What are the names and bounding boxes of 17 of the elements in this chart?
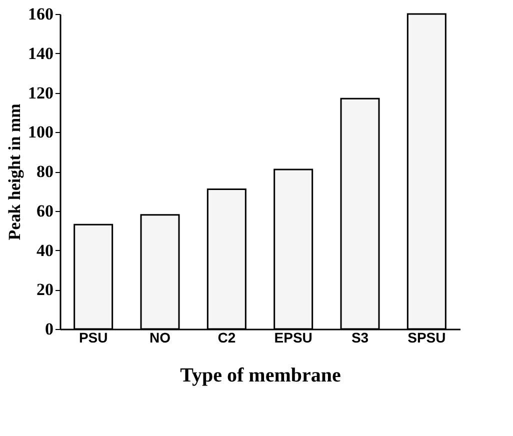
y-tick-label: 40 — [36, 240, 54, 260]
y-tick-label: 160 — [28, 4, 54, 24]
x-tick-label: EPSU — [274, 330, 312, 346]
x-axis-title: Type of membrane — [180, 364, 341, 386]
x-tick-label: S3 — [351, 330, 369, 346]
x-tick-label: C2 — [218, 330, 236, 346]
x-tick-label: SPSU — [408, 330, 446, 346]
x-tick-label: PSU — [78, 330, 108, 346]
y-tick-label: 60 — [36, 201, 54, 220]
x-tick-label: NO — [150, 330, 171, 346]
y-tick-label: 80 — [36, 162, 54, 181]
y-axis-title: Peak height in mm — [5, 104, 24, 240]
y-tick-label: 0 — [45, 320, 54, 338]
y-tick-label: 100 — [28, 122, 54, 142]
y-tick-label: 140 — [28, 44, 54, 63]
y-tick-label: 120 — [28, 83, 54, 102]
y-tick-label: 20 — [36, 280, 54, 300]
